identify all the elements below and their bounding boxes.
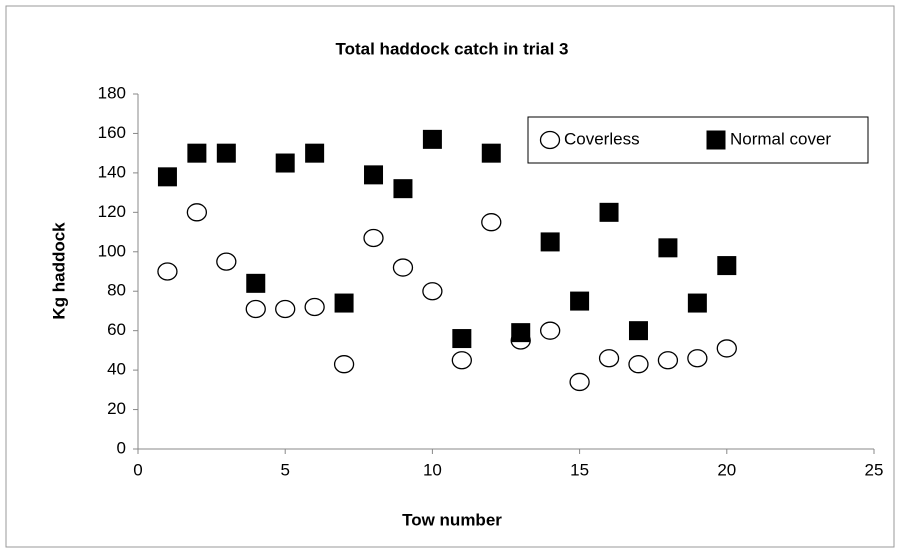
y-tick-label: 60 bbox=[107, 320, 126, 339]
point bbox=[717, 256, 737, 276]
point bbox=[216, 143, 236, 163]
point bbox=[599, 202, 619, 222]
point bbox=[275, 299, 296, 319]
point bbox=[393, 179, 413, 199]
point bbox=[364, 165, 384, 185]
x-tick-label: 0 bbox=[133, 460, 142, 479]
x-tick-label: 15 bbox=[570, 460, 589, 479]
point bbox=[481, 143, 501, 163]
point bbox=[245, 299, 266, 319]
y-tick-label: 80 bbox=[107, 281, 126, 300]
point bbox=[422, 129, 442, 149]
legend-marker bbox=[539, 130, 561, 150]
point bbox=[392, 258, 414, 277]
point bbox=[687, 293, 707, 313]
point bbox=[333, 355, 355, 374]
point bbox=[628, 321, 648, 341]
point bbox=[452, 329, 472, 349]
point bbox=[246, 273, 266, 293]
point bbox=[363, 228, 384, 248]
point bbox=[511, 323, 531, 343]
point bbox=[658, 238, 678, 258]
legend-label: Coverless bbox=[564, 129, 640, 148]
legend-label: Normal cover bbox=[730, 129, 831, 148]
x-tick-label: 25 bbox=[865, 460, 884, 479]
point bbox=[657, 351, 679, 370]
x-tick-label: 5 bbox=[280, 460, 289, 479]
y-tick-label: 20 bbox=[107, 399, 126, 418]
point bbox=[216, 252, 237, 271]
point bbox=[334, 293, 354, 313]
y-tick-label: 140 bbox=[98, 162, 126, 181]
x-tick-label: 10 bbox=[423, 460, 442, 479]
point bbox=[570, 291, 590, 311]
point bbox=[716, 339, 737, 358]
x-axis-label: Tow number bbox=[402, 510, 502, 529]
point bbox=[186, 203, 208, 222]
point bbox=[157, 262, 178, 281]
y-tick-label: 180 bbox=[98, 83, 126, 102]
y-tick-label: 40 bbox=[107, 360, 126, 379]
legend-marker bbox=[706, 130, 726, 150]
point bbox=[422, 282, 443, 301]
y-tick-label: 160 bbox=[98, 123, 126, 142]
point bbox=[157, 167, 177, 187]
y-tick-label: 100 bbox=[98, 241, 126, 260]
y-tick-label: 0 bbox=[117, 438, 126, 457]
point bbox=[540, 321, 561, 340]
point bbox=[451, 351, 472, 370]
legend-box bbox=[527, 116, 869, 164]
chart-title: Total haddock catch in trial 3 bbox=[335, 39, 568, 58]
point bbox=[275, 153, 295, 173]
chart-border bbox=[5, 5, 895, 548]
y-tick-label: 120 bbox=[98, 202, 126, 221]
point bbox=[540, 232, 560, 252]
point bbox=[187, 143, 207, 163]
point bbox=[687, 349, 708, 368]
x-tick-label: 20 bbox=[717, 460, 736, 479]
point bbox=[569, 372, 590, 392]
y-axis-label: Kg haddock bbox=[49, 222, 68, 320]
point bbox=[305, 143, 325, 163]
point bbox=[481, 213, 502, 232]
point bbox=[628, 355, 649, 374]
point bbox=[598, 349, 620, 368]
point bbox=[304, 297, 325, 317]
